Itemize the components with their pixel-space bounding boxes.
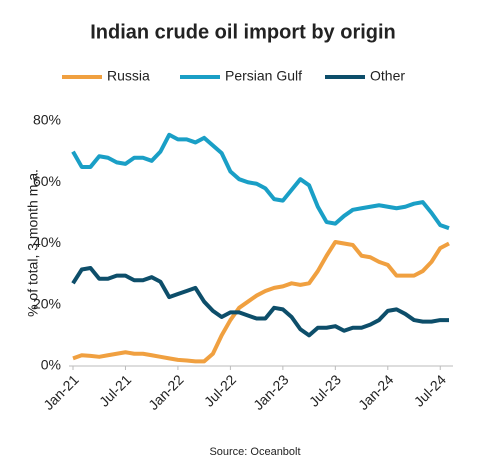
x-tick-label: Jul-23 — [306, 371, 344, 409]
legend-label: Other — [370, 68, 405, 84]
x-tick-label: Jul-24 — [411, 371, 449, 409]
series-line — [71, 266, 449, 338]
legend-label: Persian Gulf — [225, 68, 302, 84]
chart-title: Indian crude oil import by origin — [90, 21, 396, 43]
y-tick-label: 0% — [41, 357, 61, 373]
source: Source: Oceanbolt — [209, 446, 300, 458]
y-tick-label: 20% — [33, 295, 61, 311]
x-tick-label: Jan-23 — [250, 371, 292, 413]
y-tick-label: 40% — [33, 234, 61, 250]
x-tick-label: Jul-22 — [201, 371, 239, 409]
y-tick-label: 60% — [33, 173, 61, 189]
series-line — [72, 239, 450, 364]
series-line — [71, 132, 450, 231]
x-tick-label: Jan-22 — [145, 371, 187, 413]
x-tick-label: Jul-21 — [96, 371, 134, 409]
x-tick-label: Jan-24 — [355, 371, 397, 413]
y-tick-label: 80% — [33, 112, 61, 128]
legend-label: Russia — [107, 68, 150, 84]
y-axis-label: % of total, 3 month m.a. — [25, 169, 41, 317]
x-tick-label: Jan-21 — [40, 371, 82, 413]
